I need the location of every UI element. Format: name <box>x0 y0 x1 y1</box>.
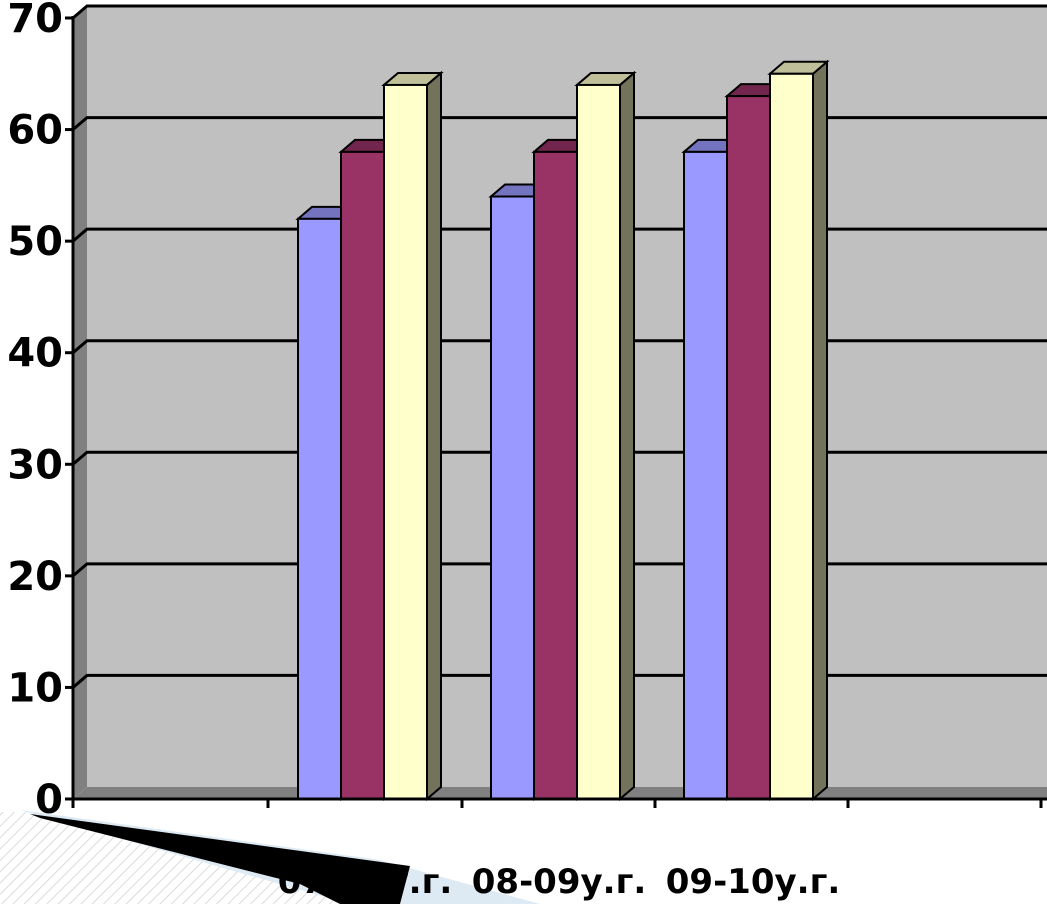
bar <box>381 70 444 802</box>
bar-front-face <box>769 72 814 801</box>
bar-front-face <box>576 83 621 800</box>
bar-side-face <box>812 59 828 802</box>
plot-left-wall <box>73 6 87 799</box>
bar-side-face <box>426 70 442 802</box>
bars <box>295 59 830 802</box>
x-category-label: 08-09у.г. <box>472 862 647 902</box>
y-tick-label: 0 <box>35 777 63 823</box>
y-tick-label: 40 <box>7 331 63 377</box>
decorative-arrow-shape <box>30 814 410 904</box>
y-tick-label: 20 <box>7 554 63 600</box>
x-category-label: 09-10у.г. <box>666 862 841 902</box>
bar <box>767 59 830 802</box>
bar <box>574 70 637 802</box>
bar-front-face <box>383 83 428 800</box>
y-axis-ticks: 0 10 20 30 40 50 60 70 <box>7 0 73 823</box>
y-tick-label: 70 <box>7 0 63 42</box>
y-tick-label: 30 <box>7 442 63 488</box>
y-tick-label: 50 <box>7 219 63 265</box>
bar-front-face <box>683 150 728 800</box>
y-tick-label: 60 <box>7 108 63 154</box>
bar-side-face <box>619 70 635 802</box>
bar-front-face <box>490 195 535 800</box>
bar-front-face <box>297 217 342 801</box>
gridline <box>72 4 1047 20</box>
bar-front-face <box>726 95 771 801</box>
bar-front-face <box>340 150 385 800</box>
bar-front-face <box>533 150 578 800</box>
y-tick-label: 10 <box>7 665 63 711</box>
axes <box>71 16 1047 808</box>
